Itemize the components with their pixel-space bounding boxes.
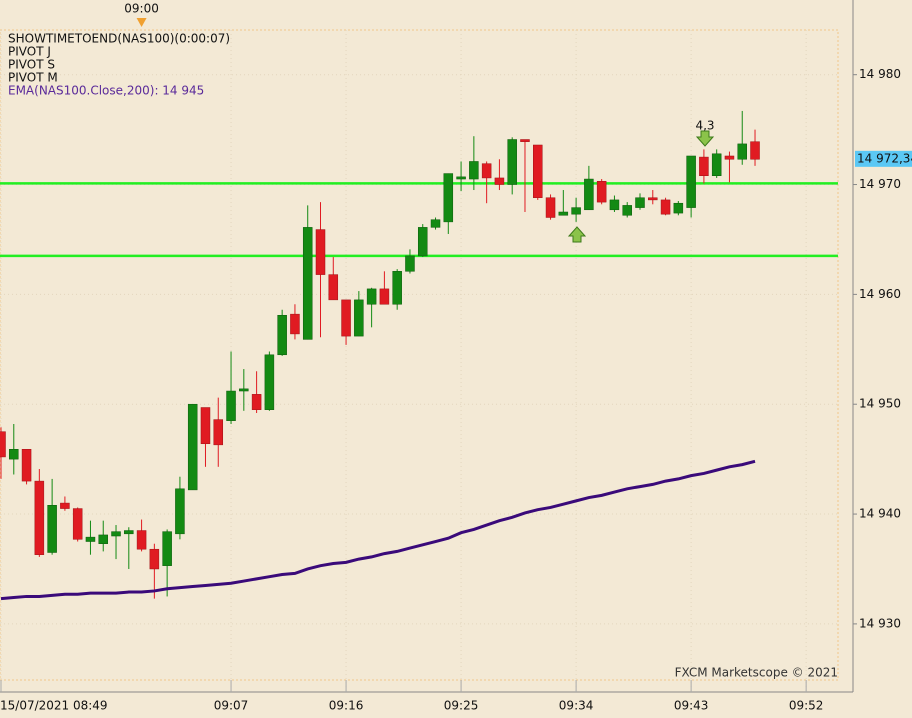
- y-tick-label: 14 940: [859, 507, 901, 521]
- top-marker: [136, 18, 147, 27]
- candle-body: [635, 197, 645, 208]
- candle-body: [520, 139, 530, 142]
- candle-body: [533, 144, 543, 198]
- candle-body: [469, 161, 479, 180]
- candle-body: [622, 205, 632, 216]
- legend-item: PIVOT S: [8, 58, 55, 72]
- candle-body: [162, 531, 172, 566]
- candle-body: [648, 197, 658, 201]
- legend-item: PIVOT M: [8, 71, 58, 85]
- last-price-box: [855, 150, 912, 167]
- candle-body: [456, 176, 466, 180]
- x-tick-label: 09:52: [789, 699, 824, 713]
- x-tick-label: 09:25: [444, 699, 479, 713]
- legend-ema: EMA(NAS100.Close,200): 14 945: [8, 84, 204, 98]
- candle-body: [571, 207, 581, 215]
- y-tick-label: 14 960: [859, 287, 901, 301]
- candle-body: [200, 407, 211, 445]
- candle-body: [341, 299, 351, 337]
- candle-body: [379, 288, 390, 305]
- candle-body: [443, 173, 454, 223]
- x-tick-label: 15/07/2021 08:49: [0, 699, 108, 713]
- candle-body: [699, 156, 709, 176]
- candle-body: [251, 394, 262, 410]
- candle-body: [750, 141, 760, 160]
- candle-body: [673, 202, 684, 214]
- candle-body: [315, 229, 326, 275]
- x-tick-label: 09:34: [559, 699, 594, 713]
- candle-body: [711, 153, 722, 176]
- candle-body: [724, 155, 735, 160]
- candle-body: [239, 388, 249, 392]
- x-tick-label: 09:07: [214, 699, 249, 713]
- candle-body: [405, 255, 415, 272]
- candle-body: [392, 271, 402, 305]
- y-tick-label: 14 950: [859, 397, 901, 411]
- watermark: FXCM Marketscope © 2021: [675, 666, 838, 680]
- y-tick-label: 14 970: [859, 177, 901, 191]
- candle-body: [264, 354, 275, 410]
- legend-item: SHOWTIMETOEND(NAS100)(0:00:07): [8, 32, 230, 46]
- marks: [0, 110, 838, 601]
- candle-body: [21, 449, 32, 482]
- candle-body: [9, 449, 19, 460]
- candle-body: [85, 536, 96, 542]
- candle-body: [545, 197, 556, 218]
- sell-arrow: [695, 130, 715, 147]
- candle-body: [366, 288, 377, 305]
- annotation: 4,3: [695, 119, 714, 133]
- ema-line: [0, 459, 756, 601]
- candle-body: [737, 143, 747, 160]
- candle-body: [47, 505, 57, 553]
- x-tick-label: 09:16: [329, 699, 364, 713]
- candle-body: [481, 163, 492, 179]
- candle-body: [213, 419, 224, 446]
- candle-body: [60, 502, 70, 509]
- legend-item: PIVOT J: [8, 45, 51, 59]
- candle-body: [124, 530, 134, 535]
- candle-body: [609, 199, 620, 211]
- candle-body: [302, 227, 313, 340]
- candle-body: [34, 480, 45, 555]
- candle-body: [187, 403, 198, 491]
- candle-body: [98, 534, 108, 544]
- candle-body: [72, 508, 83, 540]
- candle-body: [175, 488, 185, 535]
- candle-body: [354, 299, 364, 337]
- y-tick-label: 14 980: [859, 67, 901, 81]
- y-tick-label: 14 930: [859, 616, 901, 630]
- candle-body: [149, 548, 160, 570]
- candle-body: [494, 177, 505, 185]
- top-marker-label: 09:00: [124, 2, 159, 16]
- candle-body: [660, 199, 671, 215]
- last-price-label: 14 972,34: [857, 151, 912, 165]
- candle-body: [417, 227, 428, 257]
- candle-body: [558, 211, 569, 216]
- candle-body: [290, 313, 300, 335]
- candle-body: [328, 274, 339, 301]
- candle-body: [277, 314, 287, 356]
- candle-body: [584, 178, 594, 211]
- x-tick-label: 09:43: [674, 699, 709, 713]
- candle-body: [686, 155, 696, 208]
- candle-body: [430, 219, 441, 228]
- candle-body: [0, 431, 6, 458]
- candle-body: [136, 530, 147, 550]
- candle-body: [596, 180, 607, 203]
- buy-arrow: [567, 226, 587, 243]
- candle-body: [111, 531, 121, 537]
- candle-body: [507, 139, 517, 185]
- candle-body: [226, 390, 236, 421]
